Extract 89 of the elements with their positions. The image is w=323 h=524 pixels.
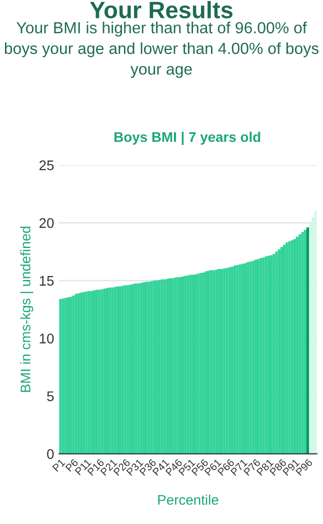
bar [62, 298, 64, 454]
y-tick-label: 10 [40, 334, 54, 344]
bar [290, 240, 294, 454]
y-tick-label: 5 [47, 392, 54, 402]
bar [72, 296, 75, 454]
bar [286, 242, 288, 454]
bar [176, 277, 179, 454]
bar [278, 249, 280, 454]
bar [270, 255, 273, 454]
x-tick-label: P1 [52, 458, 66, 472]
bar [85, 292, 88, 454]
bar [171, 278, 174, 454]
bar [145, 282, 148, 454]
bar [82, 292, 86, 454]
bar [296, 236, 299, 454]
chart-title: Your Results [90, 1, 232, 18]
bar [70, 296, 72, 454]
y-tick-label: 0 [47, 449, 54, 459]
bar [249, 261, 252, 454]
bar [148, 282, 150, 454]
bar [200, 273, 202, 454]
bar [108, 287, 112, 454]
bar [189, 274, 192, 454]
bar [192, 274, 194, 454]
bar [267, 256, 270, 454]
y-tick-label: 15 [40, 276, 54, 286]
y-tick-label: 20 [40, 218, 54, 228]
bar [111, 287, 114, 454]
bar [304, 230, 306, 454]
bar [64, 298, 67, 454]
bar [283, 244, 286, 454]
bar [215, 270, 218, 454]
bar [163, 279, 166, 454]
bar [241, 264, 244, 454]
bar [77, 293, 80, 454]
bar [212, 270, 216, 454]
bar [306, 227, 310, 454]
bar [166, 278, 168, 454]
bar [298, 234, 302, 454]
bar [275, 252, 278, 454]
bar [134, 283, 138, 454]
bar [260, 258, 262, 454]
bar [252, 260, 254, 454]
bar [228, 267, 231, 454]
bar [160, 279, 164, 454]
bar [208, 270, 210, 454]
bar [152, 280, 156, 454]
bar [186, 275, 190, 454]
bar [103, 288, 106, 454]
bar [150, 281, 153, 454]
bar [223, 268, 226, 454]
bar [96, 290, 98, 454]
bar [90, 290, 93, 454]
bar [100, 289, 104, 454]
bar [210, 270, 213, 454]
y-tick-label: 25 [40, 160, 54, 170]
bar [132, 284, 135, 454]
bar [114, 286, 116, 454]
text: Boys BMI | 7 years old [114, 132, 260, 145]
bar [178, 277, 182, 454]
bar [124, 285, 127, 454]
bar [301, 232, 304, 454]
bar [197, 274, 200, 454]
bar [238, 264, 242, 454]
y-axis-title: BMI in cms-kgs | undefined [20, 226, 34, 392]
x-axis-title: Percentile [158, 494, 218, 505]
bar [98, 290, 101, 454]
bar [272, 254, 276, 454]
bar [174, 278, 176, 454]
bar [116, 286, 119, 454]
bar [254, 260, 257, 454]
bar [226, 268, 228, 454]
chart-subtitle: Your BMI is higher than that of 96.00% of boys your age and lower than 4.00% of boys your age [4, 22, 319, 78]
bar [74, 294, 78, 454]
bar [236, 264, 239, 454]
bar [264, 256, 268, 454]
bar [140, 282, 142, 454]
bar [184, 276, 187, 454]
bar [137, 283, 140, 454]
bar [262, 257, 265, 454]
bar [234, 266, 236, 454]
bar [88, 290, 90, 454]
bar [126, 285, 130, 454]
bar [220, 269, 224, 454]
bar [288, 241, 291, 454]
bar [202, 272, 205, 454]
bar [122, 286, 124, 454]
bar [246, 262, 250, 454]
bar [158, 280, 161, 454]
